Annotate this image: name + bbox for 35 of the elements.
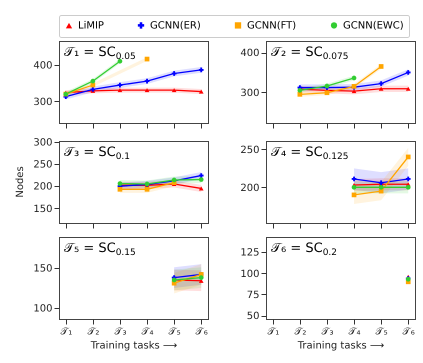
y-tick-label: 300 — [240, 88, 260, 99]
y-tick-label: 50 — [246, 311, 260, 322]
x-axis-title: Training tasks ⟶ — [90, 340, 178, 352]
y-tick-label: 75 — [246, 290, 260, 301]
x-tick-label: 𝒯₆ — [196, 326, 208, 338]
x-tick-label: 𝒯₁ — [60, 326, 72, 338]
y-tick-label: 250 — [33, 160, 52, 171]
y-tick-label: 150 — [33, 204, 52, 215]
x-tick-label: 𝒯₃ — [114, 326, 126, 338]
x-tick-label: 𝒯₃ — [321, 326, 334, 338]
y-tick-label: 200 — [240, 182, 260, 194]
x-tick-label: 𝒯₅ — [376, 326, 388, 338]
y-axis-title: Nodes — [15, 166, 26, 198]
x-tick-label: 𝒯₆ — [402, 326, 415, 338]
y-tick-label: 150 — [33, 264, 52, 275]
y-tick-label: 400 — [33, 60, 52, 72]
y-tick-label: 200 — [33, 182, 52, 193]
x-tick-label: 𝒯₄ — [348, 326, 361, 338]
y-tick-label: 250 — [240, 144, 260, 156]
y-tick-label: 100 — [33, 303, 52, 314]
y-tick-label: 400 — [240, 48, 260, 60]
legend-label: GCNN(EWC) — [343, 20, 404, 32]
y-tick-label: 300 — [33, 137, 52, 148]
legend-label: LiMIP — [78, 20, 104, 32]
x-tick-label: 𝒯₂ — [294, 326, 306, 338]
x-tick-label: 𝒯₂ — [87, 326, 100, 338]
x-tick-label: 𝒯₅ — [168, 326, 181, 338]
x-tick-label: 𝒯₄ — [142, 326, 154, 338]
legend-label: GCNN(ER) — [150, 20, 201, 32]
y-tick-label: 300 — [33, 96, 52, 108]
x-tick-label: 𝒯₁ — [267, 326, 280, 338]
x-axis-title: Training tasks ⟶ — [296, 340, 384, 352]
y-tick-label: 125 — [240, 248, 260, 259]
legend-label: GCNN(FT) — [247, 20, 296, 32]
y-tick-label: 100 — [240, 268, 260, 280]
